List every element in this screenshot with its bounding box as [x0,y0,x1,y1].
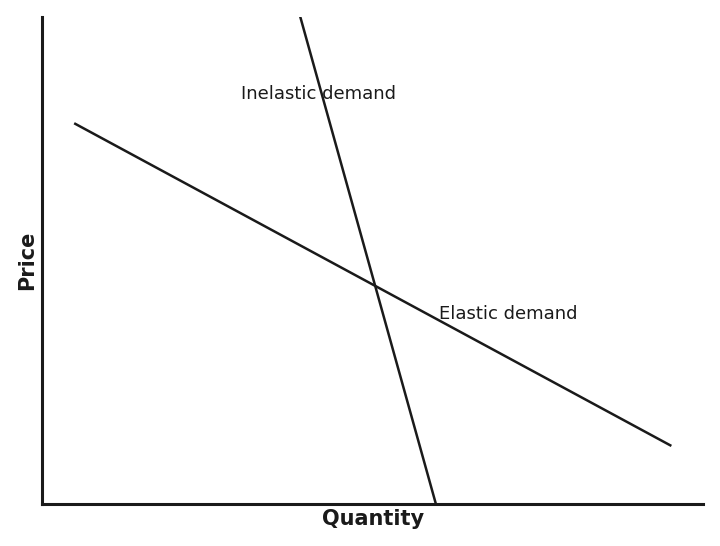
Y-axis label: Price: Price [17,230,37,290]
Text: Elastic demand: Elastic demand [439,305,577,323]
X-axis label: Quantity: Quantity [322,509,424,529]
Text: Inelastic demand: Inelastic demand [240,86,395,104]
